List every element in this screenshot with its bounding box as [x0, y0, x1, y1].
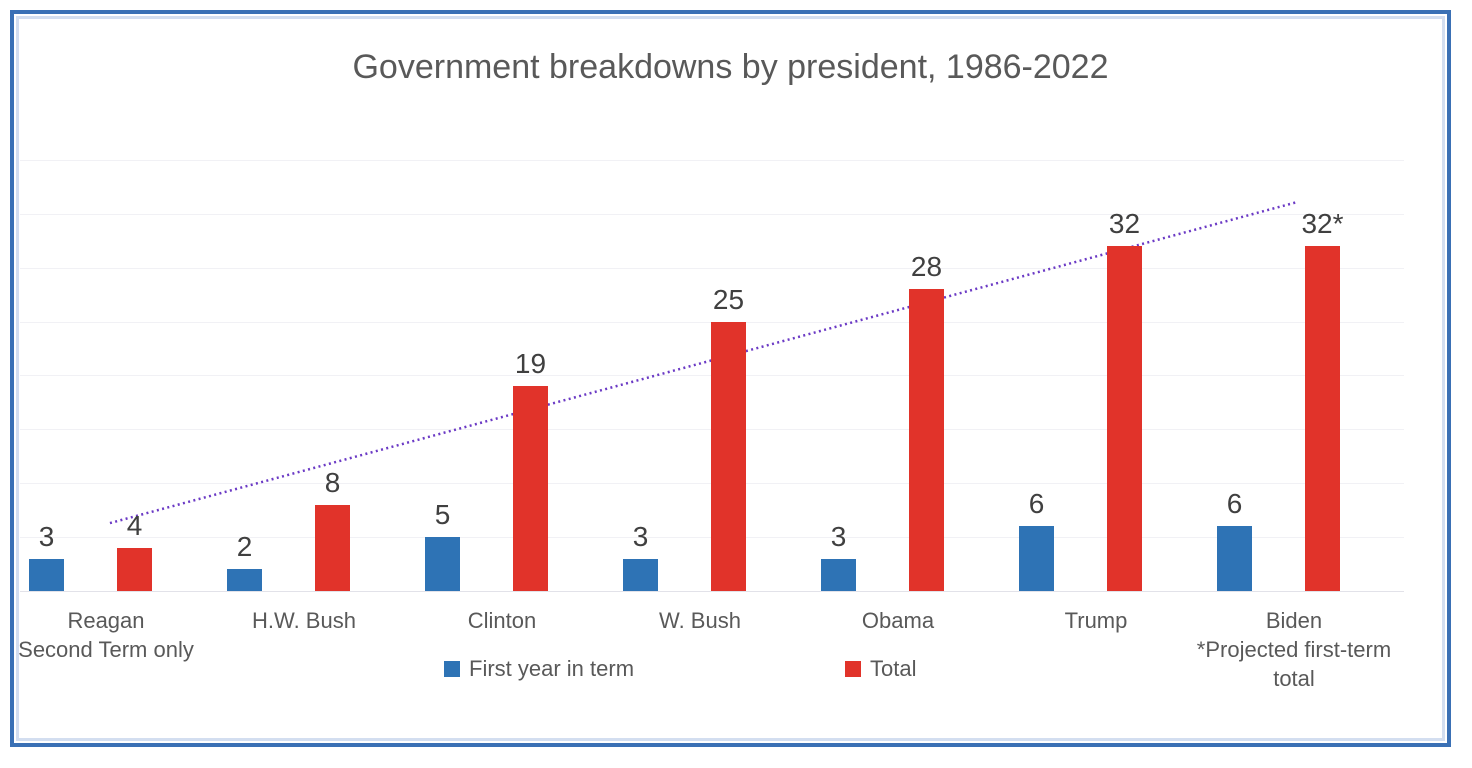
- bar-total-clinton: [513, 386, 548, 591]
- category-label-w-bush: W. Bush: [580, 606, 820, 635]
- gridline-40: [20, 159, 1404, 161]
- chart-frame: Government breakdowns by president, 1986…: [10, 10, 1451, 747]
- value-label-first-year-in-term-trump: 6: [1028, 488, 1045, 520]
- category-label-h-w-bush: H.W. Bush: [184, 606, 424, 635]
- legend-label-first-year: First year in term: [469, 656, 635, 681]
- x-axis-baseline: [20, 591, 1404, 592]
- category-label-biden: Biden *Projected first-term total: [1174, 606, 1414, 693]
- bar-total-trump: [1107, 246, 1142, 591]
- value-label-first-year-in-term-w-bush: 3: [632, 520, 649, 552]
- legend-swatch-total-icon: [845, 661, 861, 677]
- category-sublabel-biden: *Projected first-term total: [1196, 637, 1392, 692]
- value-label-first-year-in-term-h-w-bush: 2: [236, 531, 253, 563]
- category-name-reagan: Reagan: [67, 608, 145, 633]
- category-label-trump: Trump: [976, 606, 1216, 635]
- bar-total-biden: [1305, 246, 1340, 591]
- legend-item-first-year-in-term: First year in term: [444, 656, 634, 682]
- bar-first-year-in-term-reagan: [29, 558, 64, 591]
- bar-first-year-in-term-h-w-bush: [227, 569, 262, 591]
- category-sublabel-reagan: Second Term only: [18, 637, 194, 663]
- value-label-total-reagan: 4: [126, 509, 143, 541]
- bar-total-obama: [909, 289, 944, 591]
- chart-title: Government breakdowns by president, 1986…: [352, 48, 1109, 86]
- bar-total-h-w-bush: [315, 504, 350, 591]
- value-label-first-year-in-term-biden: 6: [1226, 488, 1243, 520]
- value-label-total-biden: 32*: [1301, 208, 1344, 240]
- value-label-total-w-bush: 25: [712, 283, 745, 315]
- bar-first-year-in-term-w-bush: [623, 558, 658, 591]
- bar-first-year-in-term-obama: [821, 558, 856, 591]
- value-label-first-year-in-term-reagan: 3: [38, 520, 55, 552]
- value-label-total-clinton: 19: [514, 348, 547, 380]
- legend-swatch-first-year-icon: [444, 661, 460, 677]
- bar-total-reagan: [117, 547, 152, 591]
- bar-total-w-bush: [711, 321, 746, 591]
- bar-first-year-in-term-biden: [1217, 526, 1252, 591]
- category-name-obama: Obama: [861, 608, 935, 633]
- value-label-first-year-in-term-clinton: 5: [434, 499, 451, 531]
- bar-first-year-in-term-trump: [1019, 526, 1054, 591]
- category-label-obama: Obama: [778, 606, 1018, 635]
- category-name-biden: Biden: [1265, 608, 1323, 633]
- gridline-35: [20, 213, 1404, 215]
- bar-first-year-in-term-clinton: [425, 537, 460, 591]
- value-label-total-obama: 28: [910, 251, 943, 283]
- value-label-total-h-w-bush: 8: [324, 466, 341, 498]
- value-label-first-year-in-term-obama: 3: [830, 520, 847, 552]
- category-label-clinton: Clinton: [382, 606, 622, 635]
- value-label-total-trump: 32: [1108, 208, 1141, 240]
- legend-item-total: Total: [845, 656, 916, 682]
- category-name-h-w-bush: H.W. Bush: [252, 608, 356, 633]
- category-name-trump: Trump: [1064, 608, 1128, 633]
- category-name-w-bush: W. Bush: [659, 608, 741, 633]
- category-label-reagan: Reagan Second Term only: [0, 606, 226, 664]
- category-name-clinton: Clinton: [467, 608, 537, 633]
- gridline-30: [20, 267, 1404, 269]
- legend-label-total: Total: [870, 656, 917, 681]
